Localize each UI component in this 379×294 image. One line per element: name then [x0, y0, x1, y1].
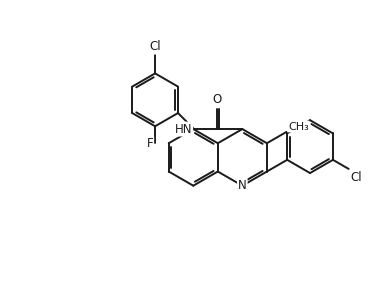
- Text: HN: HN: [175, 123, 192, 136]
- Text: Cl: Cl: [351, 171, 362, 184]
- Text: N: N: [238, 179, 247, 192]
- Text: F: F: [147, 137, 153, 150]
- Text: Cl: Cl: [149, 40, 161, 54]
- Text: CH₃: CH₃: [288, 121, 309, 131]
- Text: O: O: [212, 93, 221, 106]
